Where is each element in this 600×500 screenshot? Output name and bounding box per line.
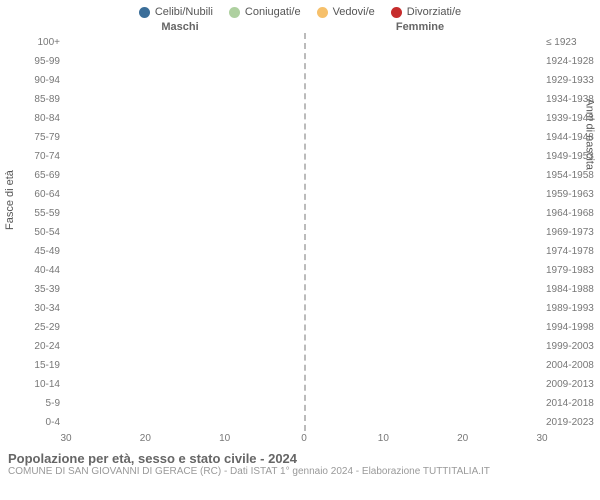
legend-item: Divorziati/e xyxy=(391,6,461,18)
age-label: 60-64 xyxy=(16,189,60,200)
legend-label: Divorziati/e xyxy=(407,6,461,18)
birth-year-label: 1929-1933 xyxy=(546,75,600,86)
gender-labels: Maschi Femmine xyxy=(0,18,600,33)
birth-year-label: 1959-1963 xyxy=(546,189,600,200)
x-tick: 20 xyxy=(457,433,468,444)
birth-year-label: 1964-1968 xyxy=(546,208,600,219)
x-tick: 10 xyxy=(378,433,389,444)
chart-footer: Popolazione per età, sesso e stato civil… xyxy=(0,447,600,477)
male-header: Maschi xyxy=(60,21,300,33)
legend-swatch xyxy=(229,7,240,18)
age-label: 95-99 xyxy=(16,56,60,67)
age-label: 85-89 xyxy=(16,94,60,105)
y-axis-left-label: Fasce di età xyxy=(4,170,16,230)
x-tick: 30 xyxy=(536,433,547,444)
birth-year-label: 1979-1983 xyxy=(546,265,600,276)
birth-year-label: ≤ 1923 xyxy=(546,37,600,48)
age-label: 40-44 xyxy=(16,265,60,276)
pyramid-chart: 100+≤ 192395-991924-192890-941929-193385… xyxy=(66,33,542,431)
birth-year-label: 1984-1988 xyxy=(546,284,600,295)
chart-subtitle: COMUNE DI SAN GIOVANNI DI GERACE (RC) - … xyxy=(8,466,592,477)
legend-item: Coniugati/e xyxy=(229,6,301,18)
legend-label: Vedovi/e xyxy=(333,6,375,18)
legend-item: Vedovi/e xyxy=(317,6,375,18)
birth-year-label: 2009-2013 xyxy=(546,379,600,390)
x-tick: 0 xyxy=(301,433,307,444)
age-label: 35-39 xyxy=(16,284,60,295)
birth-year-label: 1924-1928 xyxy=(546,56,600,67)
age-label: 0-4 xyxy=(16,417,60,428)
birth-year-label: 1939-1943 xyxy=(546,113,600,124)
chart-title: Popolazione per età, sesso e stato civil… xyxy=(8,451,592,466)
birth-year-label: 1974-1978 xyxy=(546,246,600,257)
legend-swatch xyxy=(391,7,402,18)
age-label: 80-84 xyxy=(16,113,60,124)
birth-year-label: 1994-1998 xyxy=(546,322,600,333)
age-label: 45-49 xyxy=(16,246,60,257)
x-tick: 20 xyxy=(140,433,151,444)
birth-year-label: 1999-2003 xyxy=(546,341,600,352)
legend-label: Celibi/Nubili xyxy=(155,6,213,18)
legend-label: Coniugati/e xyxy=(245,6,301,18)
age-label: 15-19 xyxy=(16,360,60,371)
center-axis-line xyxy=(304,33,306,431)
age-label: 75-79 xyxy=(16,132,60,143)
age-label: 65-69 xyxy=(16,170,60,181)
age-label: 50-54 xyxy=(16,227,60,238)
age-label: 55-59 xyxy=(16,208,60,219)
age-label: 100+ xyxy=(16,37,60,48)
birth-year-label: 2004-2008 xyxy=(546,360,600,371)
legend: Celibi/Nubili Coniugati/e Vedovi/e Divorzia… xyxy=(0,0,600,18)
age-label: 5-9 xyxy=(16,398,60,409)
legend-swatch xyxy=(139,7,150,18)
female-header: Femmine xyxy=(300,21,540,33)
legend-item: Celibi/Nubili xyxy=(139,6,213,18)
birth-year-label: 1969-1973 xyxy=(546,227,600,238)
birth-year-label: 2014-2018 xyxy=(546,398,600,409)
birth-year-label: 1989-1993 xyxy=(546,303,600,314)
legend-swatch xyxy=(317,7,328,18)
x-tick: 10 xyxy=(219,433,230,444)
birth-year-label: 1934-1938 xyxy=(546,94,600,105)
birth-year-label: 1954-1958 xyxy=(546,170,600,181)
birth-year-label: 1949-1953 xyxy=(546,151,600,162)
age-label: 25-29 xyxy=(16,322,60,333)
age-label: 10-14 xyxy=(16,379,60,390)
age-label: 30-34 xyxy=(16,303,60,314)
age-label: 70-74 xyxy=(16,151,60,162)
age-label: 20-24 xyxy=(16,341,60,352)
age-label: 90-94 xyxy=(16,75,60,86)
x-tick: 30 xyxy=(60,433,71,444)
x-axis: 3020100102030 xyxy=(66,433,542,447)
birth-year-label: 2019-2023 xyxy=(546,417,600,428)
birth-year-label: 1944-1948 xyxy=(546,132,600,143)
